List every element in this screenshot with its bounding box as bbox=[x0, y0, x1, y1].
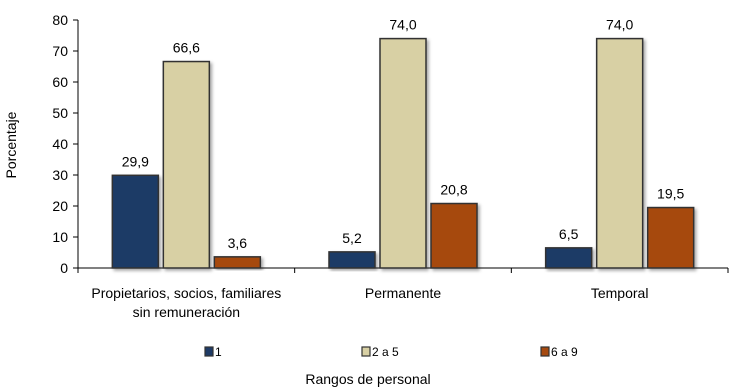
category-label-line: Permanente bbox=[365, 285, 441, 301]
category-label: Propietarios, socios, familiares sin remu… bbox=[91, 285, 281, 320]
data-label: 5,2 bbox=[342, 230, 362, 246]
legend-label: 2 a 5 bbox=[372, 345, 399, 359]
y-tick-label: 70 bbox=[52, 43, 68, 59]
y-tick-label: 30 bbox=[52, 167, 68, 183]
legend-label: 6 a 9 bbox=[551, 345, 578, 359]
bar-1-2 bbox=[544, 247, 593, 269]
x-axis-title: Rangos de personal bbox=[305, 371, 430, 387]
bar-6-a-9-2 bbox=[646, 206, 695, 269]
y-tick-label: 20 bbox=[52, 198, 68, 214]
bar-6-a-9-1 bbox=[430, 202, 478, 269]
bar-1-1 bbox=[328, 251, 376, 269]
legend-label: 1 bbox=[215, 345, 222, 359]
data-label: 19,5 bbox=[657, 186, 684, 202]
category-label: Permanente bbox=[365, 285, 441, 301]
data-label: 74,0 bbox=[389, 17, 416, 33]
bar-1-0 bbox=[111, 174, 160, 269]
y-tick-label: 0 bbox=[60, 260, 68, 276]
bar-6-a-9-0 bbox=[213, 256, 262, 269]
data-label: 74,0 bbox=[606, 17, 633, 33]
y-axis-title: Porcentaje bbox=[3, 111, 19, 178]
y-tick-label: 50 bbox=[52, 105, 68, 121]
data-label: 66,6 bbox=[173, 40, 200, 56]
y-tick-label: 80 bbox=[52, 12, 68, 28]
category-label-line: sin remuneración bbox=[133, 304, 240, 320]
legend-swatch-2-a-5 bbox=[361, 346, 371, 357]
data-label: 3,6 bbox=[228, 235, 248, 251]
data-label: 20,8 bbox=[440, 182, 467, 198]
bar-2-a-5-0 bbox=[162, 60, 211, 269]
category-label-line: Temporal bbox=[591, 285, 649, 301]
y-tick-label: 40 bbox=[52, 136, 68, 152]
legend-swatch-1 bbox=[204, 346, 214, 357]
data-label: 6,5 bbox=[559, 226, 579, 242]
data-label: 29,9 bbox=[122, 153, 149, 169]
y-tick-label: 10 bbox=[52, 229, 68, 245]
category-label-line: Propietarios, socios, familiares bbox=[91, 285, 281, 301]
y-tick-label: 60 bbox=[52, 74, 68, 90]
legend-swatch-6-a-9 bbox=[540, 346, 550, 357]
bar-2-a-5-2 bbox=[595, 37, 644, 269]
bar-2-a-5-1 bbox=[379, 37, 427, 269]
category-label: Temporal bbox=[591, 285, 649, 301]
